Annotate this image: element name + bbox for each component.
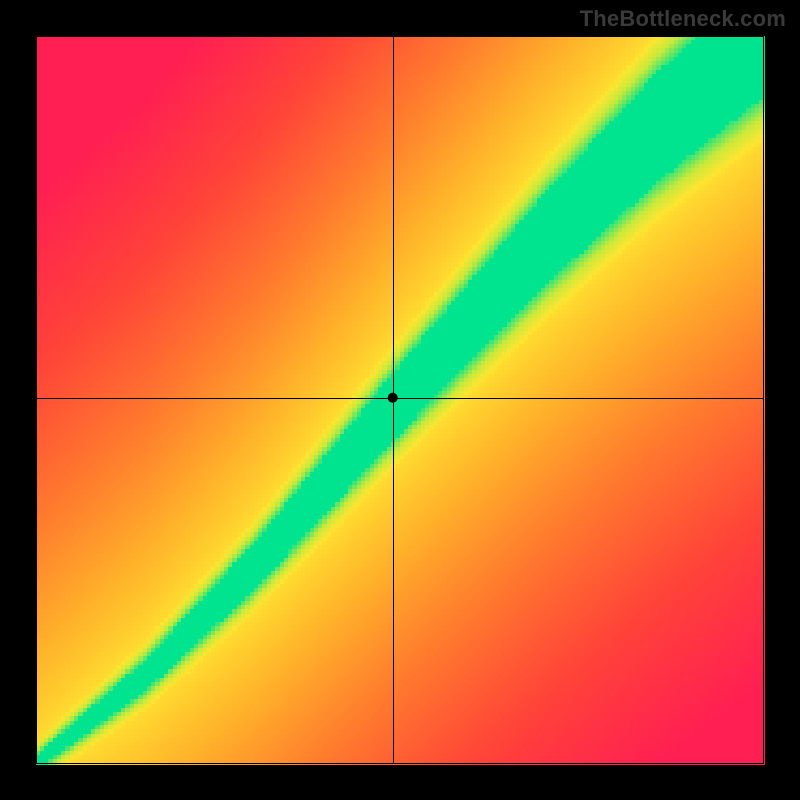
watermark-text: TheBottleneck.com xyxy=(580,6,786,32)
bottleneck-heatmap xyxy=(0,0,800,800)
